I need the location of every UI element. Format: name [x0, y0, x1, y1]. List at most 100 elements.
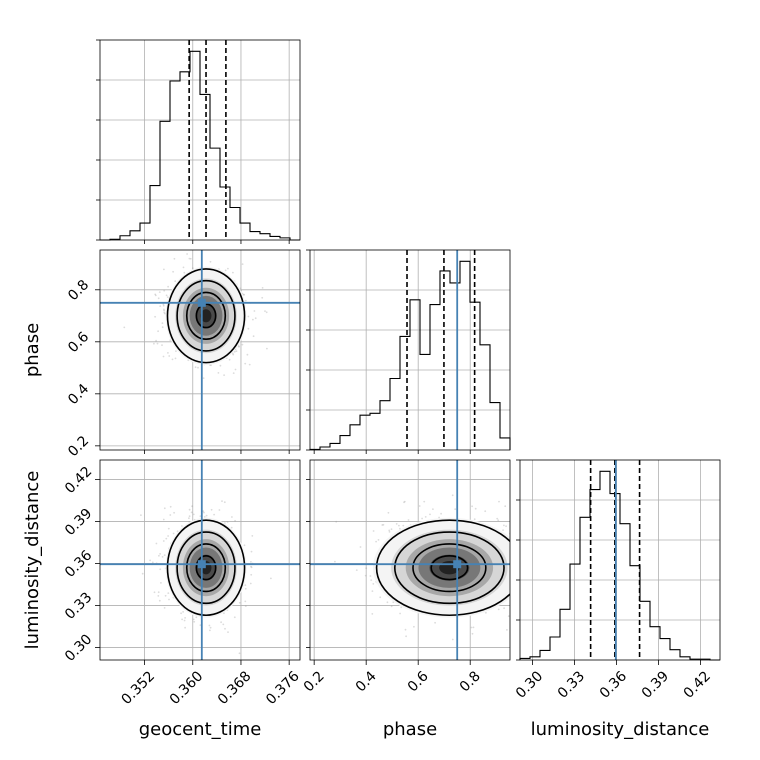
pair-geocent_time-phase-panel [99, 220, 301, 451]
pair-phase-luminosity_distance-sample-219 [511, 612, 513, 614]
pair-phase-luminosity_distance-contour-core [430, 555, 469, 581]
pair-phase-luminosity_distance-sample-553 [511, 536, 513, 538]
pair-phase-luminosity_distance-sample-258 [497, 608, 500, 611]
pair-geocent_time-luminosity_distance-sample-562 [218, 509, 221, 511]
pair-geocent_time-luminosity_distance-sample-196 [250, 573, 253, 576]
pair-phase-luminosity_distance-sample-252 [413, 625, 415, 628]
pair-geocent_time-luminosity_distance-sample-531 [199, 515, 202, 518]
pair-geocent_time-luminosity_distance-sample-223 [158, 599, 161, 602]
xtick-label-geocent_time-0: 0.352 [119, 668, 159, 708]
pair-geocent_time-phase-sample-187 [174, 280, 177, 283]
pair-geocent_time-phase-contour-core [195, 303, 217, 329]
pair-geocent_time-luminosity_distance-sample-484 [233, 616, 236, 619]
pair-geocent_time-phase-sample-375 [166, 296, 169, 298]
pair-geocent_time-phase-sample-652 [227, 267, 229, 270]
pair-phase-luminosity_distance-sample-74 [355, 569, 358, 571]
pair-geocent_time-luminosity_distance-sample-256 [250, 561, 252, 563]
pair-geocent_time-luminosity_distance-plot-area [100, 460, 300, 660]
hist-geocent_time-steps [100, 50, 300, 241]
pair-geocent_time-phase-sample-626 [195, 220, 197, 222]
pair-geocent_time-luminosity_distance-sample-551 [163, 607, 166, 609]
pair-geocent_time-phase-sample-669 [232, 353, 235, 356]
pair-geocent_time-phase-sample-639 [264, 310, 266, 312]
pair-phase-luminosity_distance-sample-630 [402, 524, 405, 527]
pair-phase-luminosity_distance-sample-105 [335, 520, 338, 523]
pair-phase-luminosity_distance-sample-174 [524, 568, 526, 570]
pair-phase-luminosity_distance-contour-middle [393, 531, 505, 605]
pair-phase-luminosity_distance-sample-260 [421, 517, 423, 520]
pair-geocent_time-luminosity_distance-sample-570 [199, 624, 202, 627]
pair-geocent_time-phase-sample-258 [232, 372, 235, 374]
pair-phase-luminosity_distance-sample-588 [451, 494, 454, 497]
xtick-label-luminosity_distance-0: 0.30 [513, 668, 546, 701]
pair-geocent_time-phase-sample-552 [247, 327, 250, 330]
hist-phase-steps [309, 260, 511, 450]
pair-phase-luminosity_distance-sample-312 [334, 560, 336, 563]
xtick-label-phase-3: 0.8 [457, 668, 484, 695]
pair-geocent_time-phase-sample-439 [234, 368, 237, 371]
pair-phase-luminosity_distance-sample-279 [473, 518, 476, 521]
pair-geocent_time-luminosity_distance-sample-596 [221, 500, 223, 502]
pair-phase-luminosity_distance-sample-147 [470, 626, 473, 629]
pair-phase-luminosity_distance-sample-407 [399, 527, 401, 530]
pair-phase-luminosity_distance-sample-69 [528, 495, 530, 497]
xtick-label-luminosity_distance-2: 0.36 [597, 668, 630, 701]
pair-geocent_time-phase-sample-549 [243, 294, 245, 296]
pair-geocent_time-phase-sample-633 [233, 350, 236, 353]
pair-geocent_time-luminosity_distance-sample-273 [151, 561, 154, 564]
pair-phase-luminosity_distance-sample-539 [525, 593, 527, 595]
pair-geocent_time-luminosity_distance-sample-169 [249, 582, 252, 585]
pair-geocent_time-luminosity_distance-contour-core [195, 555, 217, 581]
pair-geocent_time-phase-sample-460 [197, 366, 199, 369]
pair-geocent_time-phase-sample-442 [248, 363, 251, 366]
pair-geocent_time-luminosity_distance-sample-405 [192, 513, 195, 516]
pair-geocent_time-luminosity_distance-sample-254 [167, 527, 170, 530]
pair-phase-luminosity_distance-sample-249 [546, 566, 548, 568]
pair-geocent_time-luminosity_distance-sample-71 [184, 626, 187, 629]
pair-geocent_time-phase-sample-300 [210, 364, 212, 367]
pair-phase-luminosity_distance-sample-499 [371, 613, 374, 615]
hist-panel-phase [306, 249, 511, 451]
pair-phase-luminosity_distance-sample-304 [472, 626, 475, 629]
xtick-label-luminosity_distance-3: 0.39 [639, 668, 672, 701]
pair-geocent_time-phase-sample-568 [232, 271, 234, 274]
xtick-label-phase-2: 0.6 [405, 668, 432, 695]
pair-geocent_time-luminosity_distance-sample-172 [162, 540, 165, 542]
pair-geocent_time-phase-sample-197 [238, 345, 240, 347]
pair-geocent_time-luminosity_distance-sample-651 [251, 535, 254, 537]
ytick-label-luminosity_distance-2: 0.36 [62, 547, 95, 580]
pair-phase-luminosity_distance-sample-155 [485, 611, 487, 614]
pair-phase-luminosity_distance-sample-538 [496, 517, 499, 520]
pair-geocent_time-phase-sample-654 [163, 308, 165, 311]
pair-phase-luminosity_distance-sample-9 [400, 606, 403, 609]
xtick-label-geocent_time-1: 0.360 [167, 668, 207, 708]
hist-panel-geocent_time [96, 39, 301, 241]
xtick-label-phase-1: 0.4 [353, 668, 380, 695]
pair-phase-luminosity_distance-sample-533 [558, 596, 560, 598]
pair-phase-luminosity_distance-sample-169 [506, 629, 508, 631]
pair-phase-luminosity_distance-sample-278 [522, 591, 524, 593]
pair-phase-luminosity_distance-sample-496 [403, 501, 405, 504]
pair-geocent_time-luminosity_distance-sample-193 [238, 652, 241, 655]
xaxis-label-phase: phase [383, 719, 437, 740]
pair-geocent_time-phase-sample-87 [153, 342, 155, 345]
pair-geocent_time-phase-sample-189 [155, 339, 158, 342]
pair-geocent_time-phase-sample-279 [163, 311, 166, 314]
pair-phase-luminosity_distance-sample-191 [403, 500, 406, 503]
pair-geocent_time-luminosity_distance-sample-567 [140, 514, 142, 516]
pair-geocent_time-luminosity_distance-sample-660 [238, 601, 241, 604]
pair-geocent_time-phase-sample-647 [162, 355, 165, 358]
pair-geocent_time-luminosity_distance-sample-619 [244, 600, 247, 603]
hist-luminosity_distance-frame [519, 459, 721, 661]
pair-phase-luminosity_distance-sample-365 [515, 530, 517, 532]
pair-geocent_time-luminosity_distance-contour-outer [166, 519, 246, 617]
pair-phase-luminosity_distance-sample-389 [379, 596, 382, 599]
pair-phase-luminosity_distance-sample-127 [523, 575, 525, 577]
xtick-label-geocent_time-3: 0.376 [263, 668, 303, 708]
pair-geocent_time-phase-sample-655 [167, 352, 169, 354]
pair-phase-luminosity_distance-sample-302 [429, 513, 431, 516]
pair-geocent_time-phase-sample-349 [252, 335, 255, 338]
pair-phase-luminosity_distance-sample-415 [454, 508, 457, 511]
pair-geocent_time-phase-sample-115 [252, 318, 254, 321]
xaxis-label-luminosity_distance: luminosity_distance [531, 719, 710, 740]
